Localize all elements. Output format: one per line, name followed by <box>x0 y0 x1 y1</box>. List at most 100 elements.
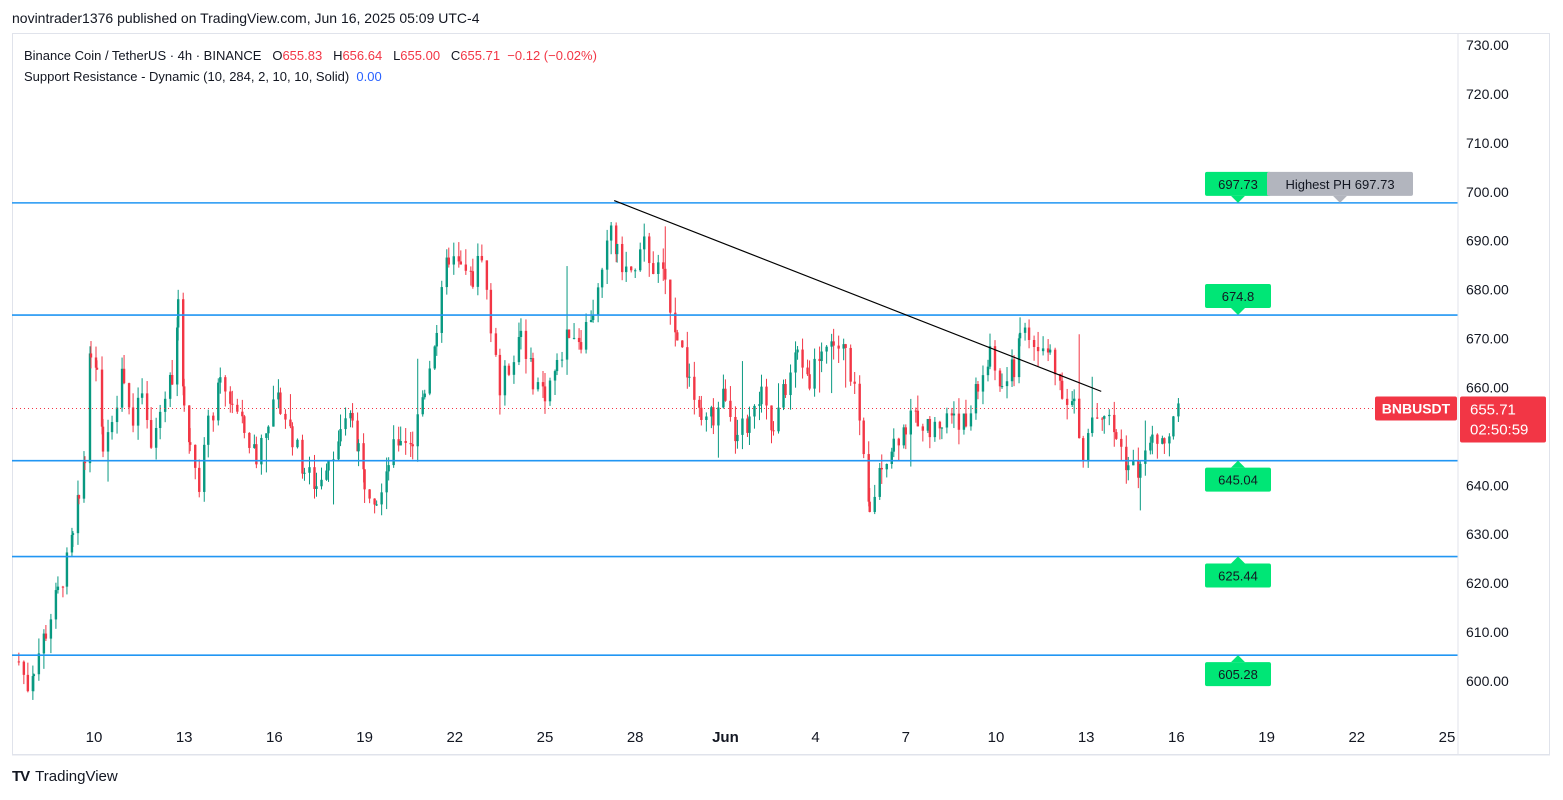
candle-body <box>1070 401 1074 405</box>
candle-body <box>351 412 354 421</box>
candle-body <box>789 372 792 396</box>
candle-body <box>1046 348 1050 353</box>
sr-level-label-pointer <box>1231 556 1245 564</box>
candle-body <box>42 633 46 654</box>
candle-body <box>399 440 402 446</box>
symbol-tag-box <box>1375 396 1457 421</box>
candle-body <box>17 661 21 663</box>
close-value: 655.71 <box>460 48 501 63</box>
candle-body <box>95 367 99 370</box>
candle-body <box>981 375 985 392</box>
candle-body <box>1132 461 1135 466</box>
candle-body <box>163 398 167 412</box>
candle-body <box>1139 463 1142 478</box>
candle-body <box>1120 438 1123 447</box>
candle-body <box>825 346 828 352</box>
candle-body <box>368 489 371 499</box>
candle-body <box>485 260 489 290</box>
candle-body <box>248 432 251 448</box>
candle-body <box>589 320 593 322</box>
candle-body <box>529 358 533 360</box>
candle-body <box>722 388 725 408</box>
candle-body <box>277 392 280 400</box>
candle-body <box>1156 434 1159 444</box>
candle-body <box>902 427 905 446</box>
candle-body <box>784 384 787 396</box>
candle-body <box>952 413 956 416</box>
candle-body <box>531 358 535 390</box>
candle-body <box>229 391 232 404</box>
low-label: L <box>393 48 401 63</box>
candle-body <box>219 377 222 383</box>
candle-body <box>315 486 318 489</box>
bar-countdown: 02:50:59 <box>1470 421 1528 438</box>
candle-body <box>110 422 114 433</box>
candle-body <box>657 262 660 274</box>
candle-body <box>89 353 93 358</box>
candle-body <box>303 472 306 474</box>
candle-body <box>1125 446 1128 471</box>
candle-body <box>830 341 833 347</box>
candle-body <box>236 404 239 412</box>
candle-body <box>320 479 323 487</box>
candle-body <box>712 407 715 426</box>
candle-body <box>469 270 473 272</box>
sr-level-label-pointer <box>1231 195 1245 203</box>
candle-body <box>120 368 124 408</box>
candle-body <box>818 358 821 362</box>
candle-body <box>397 439 400 446</box>
sr-level-label-pointer <box>1231 308 1245 316</box>
candle-body <box>168 374 172 399</box>
x-tick-label: 10 <box>86 729 103 746</box>
candle-body <box>904 427 907 435</box>
candle-body <box>1036 346 1040 352</box>
candle-body <box>867 454 870 502</box>
candle-body <box>411 444 414 447</box>
sr-level-value: 605.28 <box>1218 667 1258 682</box>
symbol-description[interactable]: Binance Coin / TetherUS · 4h · BINANCE <box>24 48 262 63</box>
candle-body <box>181 299 185 387</box>
candle-body <box>746 418 749 433</box>
candle-body <box>620 243 624 273</box>
candle-body <box>724 388 727 401</box>
candle-body <box>1058 374 1062 381</box>
candle-body <box>1048 349 1052 353</box>
candle-body <box>993 346 997 371</box>
x-tick-label: 19 <box>356 729 373 746</box>
indicator-name[interactable]: Support Resistance - Dynamic (10, 284, 2… <box>24 69 350 84</box>
y-tick-label: 710.00 <box>1466 135 1509 151</box>
x-tick-label: 10 <box>988 729 1005 746</box>
candle-body <box>624 266 628 273</box>
candle-body <box>801 349 804 368</box>
candle-body <box>88 353 92 464</box>
candle-body <box>476 255 480 287</box>
candle-body <box>32 674 36 677</box>
sr-level-label-box <box>1205 171 1271 196</box>
candle-body <box>433 346 436 369</box>
candle-body <box>938 421 942 429</box>
candle-body <box>1053 349 1057 375</box>
candle-body <box>224 377 227 392</box>
candle-body <box>686 347 689 378</box>
candle-body <box>1172 416 1175 437</box>
candle-body <box>572 337 576 339</box>
candle-body <box>136 397 140 426</box>
candle-body <box>964 413 968 427</box>
candle-body <box>813 358 816 389</box>
candle-body <box>131 407 135 426</box>
candle-body <box>605 240 609 270</box>
candle-body <box>435 332 438 347</box>
candle-body <box>212 415 215 421</box>
sr-level-value: 625.44 <box>1218 569 1258 584</box>
candle-body <box>808 374 811 389</box>
candle-body <box>717 407 720 426</box>
candle-body <box>897 438 900 446</box>
candle-body <box>291 426 294 448</box>
candle-body <box>452 256 455 265</box>
candle-body <box>1065 398 1069 405</box>
candle-body <box>440 287 443 333</box>
tradingview-logo[interactable]: TV TradingView <box>12 768 118 785</box>
candle-body <box>217 382 220 421</box>
candle-body <box>844 344 847 348</box>
